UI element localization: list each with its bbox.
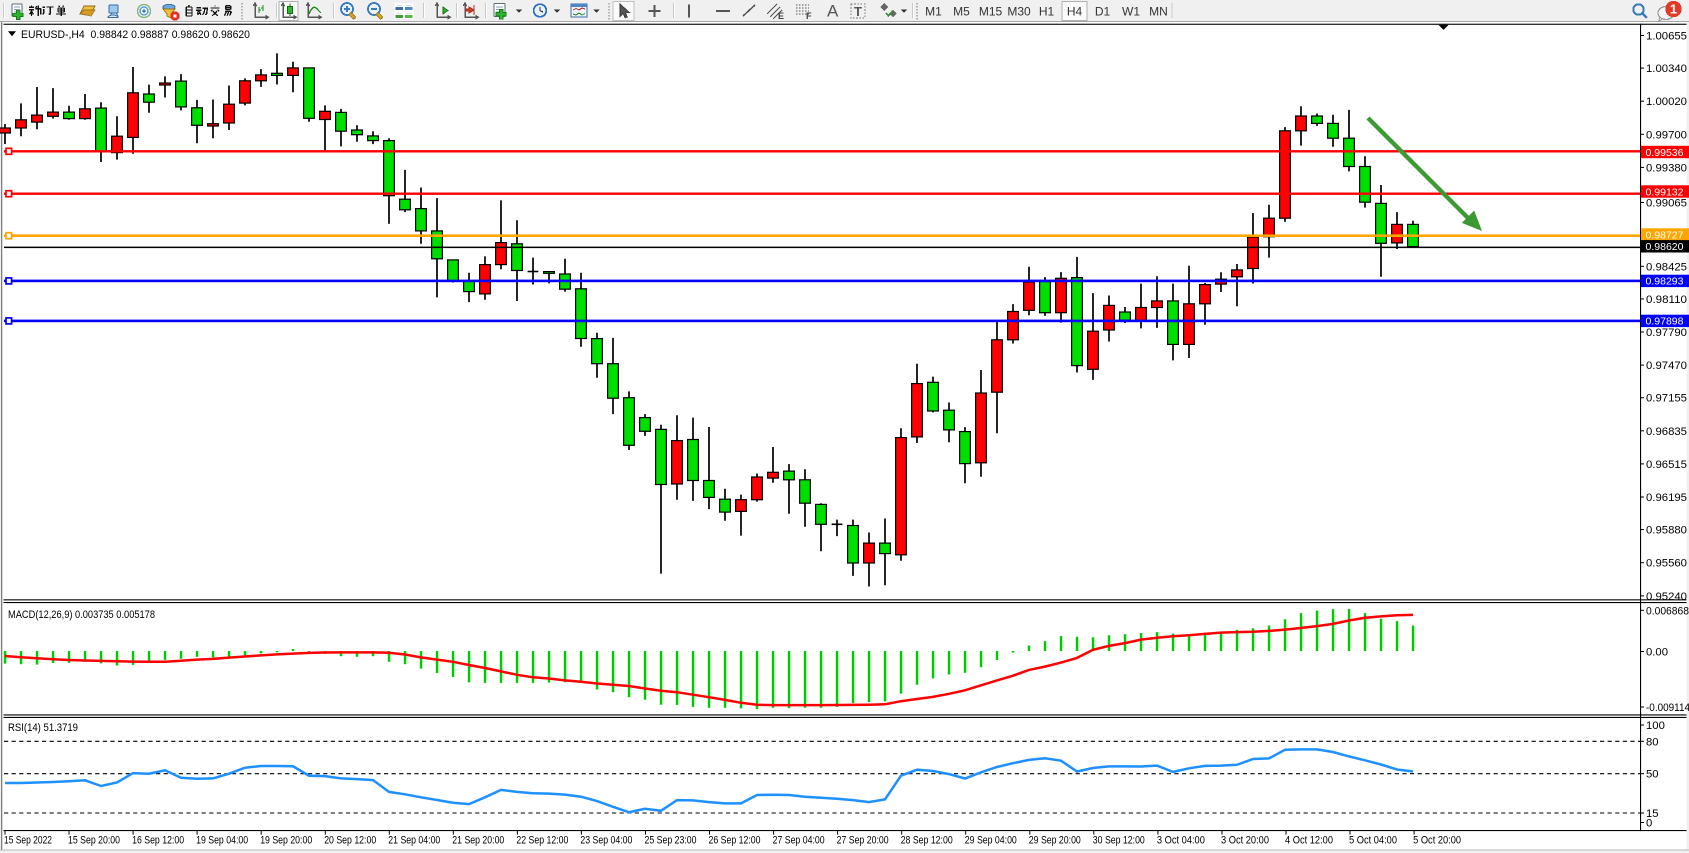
svg-text:26 Sep 12:00: 26 Sep 12:00: [709, 835, 761, 847]
svg-text:21 Sep 20:00: 21 Sep 20:00: [452, 835, 504, 847]
svg-text:0.95240: 0.95240: [1646, 591, 1687, 603]
svg-text:19 Sep 04:00: 19 Sep 04:00: [196, 835, 248, 847]
svg-text:0.95880: 0.95880: [1646, 525, 1687, 537]
svg-text:0.00: 0.00: [1646, 647, 1668, 659]
svg-text:F: F: [806, 11, 812, 21]
svg-text:27 Sep 04:00: 27 Sep 04:00: [773, 835, 825, 847]
svg-text:MN: MN: [1149, 5, 1168, 19]
svg-text:15 Sep 20:00: 15 Sep 20:00: [68, 835, 120, 847]
svg-text:21 Sep 04:00: 21 Sep 04:00: [388, 835, 440, 847]
svg-text:E: E: [778, 11, 784, 21]
svg-text:1: 1: [1670, 2, 1677, 17]
svg-text:19 Sep 20:00: 19 Sep 20:00: [260, 835, 312, 847]
svg-text:80: 80: [1646, 736, 1659, 748]
svg-text:1.00655: 1.00655: [1646, 31, 1687, 43]
svg-text:MACD(12,26,9) 0.003735 0.00517: MACD(12,26,9) 0.003735 0.005178: [8, 609, 155, 621]
svg-text:0.99132: 0.99132: [1646, 187, 1684, 198]
svg-text:16 Sep 12:00: 16 Sep 12:00: [132, 835, 184, 847]
svg-text:22 Sep 12:00: 22 Sep 12:00: [516, 835, 568, 847]
svg-text:M30: M30: [1007, 5, 1031, 19]
svg-text:0.99380: 0.99380: [1646, 162, 1687, 174]
svg-text:A: A: [827, 2, 839, 21]
svg-text:28 Sep 12:00: 28 Sep 12:00: [901, 835, 953, 847]
svg-text:15 Sep 2022: 15 Sep 2022: [4, 835, 52, 847]
svg-text:0.97898: 0.97898: [1646, 317, 1684, 328]
svg-text:M5: M5: [953, 5, 970, 19]
svg-text:15: 15: [1646, 808, 1659, 820]
svg-text:5 Oct 20:00: 5 Oct 20:00: [1413, 835, 1461, 847]
svg-text:D1: D1: [1095, 5, 1111, 19]
svg-text:RSI(14) 51.3719: RSI(14) 51.3719: [8, 722, 78, 734]
svg-text:0.96515: 0.96515: [1646, 459, 1687, 471]
svg-text:0.98620: 0.98620: [1646, 242, 1684, 253]
svg-text:M15: M15: [979, 5, 1003, 19]
svg-text:0.98110: 0.98110: [1646, 294, 1687, 306]
svg-text:0: 0: [1646, 818, 1652, 830]
svg-text:0.99065: 0.99065: [1646, 198, 1687, 210]
svg-text:29 Sep 20:00: 29 Sep 20:00: [1029, 835, 1081, 847]
svg-text:0.97155: 0.97155: [1646, 393, 1687, 405]
svg-text:3 Oct 04:00: 3 Oct 04:00: [1157, 835, 1205, 847]
svg-text:23 Sep 04:00: 23 Sep 04:00: [580, 835, 632, 847]
svg-text:EURUSD-,H4 0.98842 0.98887 0.: EURUSD-,H4 0.98842 0.98887 0.98620 0.986…: [21, 29, 250, 41]
svg-text:0.99700: 0.99700: [1646, 129, 1687, 141]
svg-text:0.97470: 0.97470: [1646, 360, 1687, 372]
svg-text:100: 100: [1646, 720, 1665, 732]
svg-text:W1: W1: [1122, 5, 1140, 19]
svg-text:30 Sep 12:00: 30 Sep 12:00: [1093, 835, 1145, 847]
svg-text:1.00340: 1.00340: [1646, 63, 1687, 75]
svg-text:0.98293: 0.98293: [1646, 277, 1684, 288]
svg-text:25 Sep 23:00: 25 Sep 23:00: [645, 835, 697, 847]
svg-text:4 Oct 12:00: 4 Oct 12:00: [1285, 835, 1333, 847]
svg-text:0.97790: 0.97790: [1646, 327, 1687, 339]
svg-text:3 Oct 20:00: 3 Oct 20:00: [1221, 835, 1269, 847]
svg-text:0.99536: 0.99536: [1646, 148, 1684, 159]
svg-text:M1: M1: [925, 5, 942, 19]
svg-text:27 Sep 20:00: 27 Sep 20:00: [837, 835, 889, 847]
svg-text:0.96835: 0.96835: [1646, 426, 1687, 438]
svg-text:50: 50: [1646, 769, 1659, 781]
svg-text:20 Sep 12:00: 20 Sep 12:00: [324, 835, 376, 847]
svg-text:29 Sep 04:00: 29 Sep 04:00: [965, 835, 1017, 847]
svg-text:0.98425: 0.98425: [1646, 261, 1687, 273]
svg-text:0.96195: 0.96195: [1646, 492, 1687, 504]
svg-text:0.006868: 0.006868: [1646, 605, 1689, 617]
svg-text:H1: H1: [1039, 5, 1055, 19]
svg-text:0.95560: 0.95560: [1646, 558, 1687, 570]
svg-text:5 Oct 04:00: 5 Oct 04:00: [1349, 835, 1397, 847]
svg-text:H4: H4: [1067, 5, 1083, 19]
svg-text:-0.009114: -0.009114: [1646, 702, 1689, 714]
svg-text:0.98727: 0.98727: [1646, 230, 1684, 241]
svg-text:1.00020: 1.00020: [1646, 96, 1687, 108]
svg-text:T: T: [854, 4, 862, 19]
